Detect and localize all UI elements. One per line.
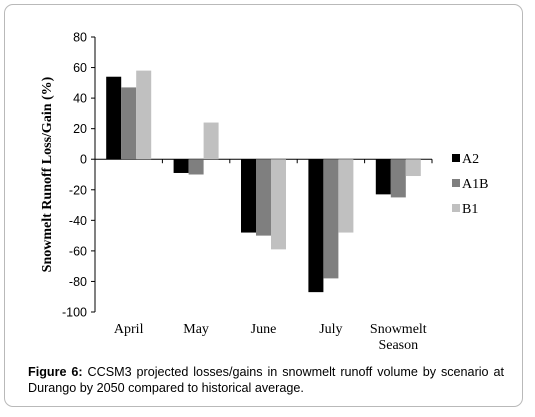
y-tick-label: 40 xyxy=(73,92,87,106)
bar-b1-2 xyxy=(271,159,286,250)
bar-b1-3 xyxy=(338,159,354,233)
bar-b1-4 xyxy=(405,159,421,177)
y-tick-label: -40 xyxy=(69,214,87,228)
x-category-label: May xyxy=(183,322,209,337)
bar-b1-1 xyxy=(203,122,219,160)
y-tick-label: -80 xyxy=(69,275,87,289)
x-category-label: June xyxy=(251,322,277,337)
y-tick-label: -100 xyxy=(62,306,87,320)
x-category-label: April xyxy=(114,322,144,337)
y-tick-label: 80 xyxy=(73,31,87,45)
bar-a1b-3 xyxy=(323,159,339,279)
bar-a2-3 xyxy=(308,159,324,293)
chart-legend: A2 A1B B1 xyxy=(452,152,488,217)
chart-labels: 80 60 40 20 0 -20 -40 -60 -80 -100 April May June Jul… xyxy=(40,31,427,354)
legend-swatch-b1 xyxy=(452,204,460,212)
y-tick-label: 20 xyxy=(73,122,87,136)
y-tick-label: -20 xyxy=(69,183,87,197)
y-tick-label: 60 xyxy=(73,61,87,75)
figure-caption: Figure 6: CCSM3 projected losses/gains i… xyxy=(28,364,504,396)
x-category-label: July xyxy=(319,322,342,337)
bar-a1b-1 xyxy=(188,159,204,175)
y-tick-label: 0 xyxy=(80,153,87,167)
bar-chart: 80 60 40 20 0 -20 -40 -60 -80 -100 April May June Jul… xyxy=(40,31,488,354)
bar-b1-0 xyxy=(136,70,152,160)
bar-a2-0 xyxy=(106,76,122,160)
legend-label-b1: B1 xyxy=(462,202,478,217)
bar-a2-2 xyxy=(241,159,256,233)
x-category-label: Snowmelt xyxy=(370,322,427,337)
legend-label-a1b: A1B xyxy=(462,177,488,192)
y-axis-title: Snowmelt Runoff Loss/Gain (%) xyxy=(40,76,55,272)
bar-a2-1 xyxy=(173,159,189,173)
chart-bars xyxy=(106,70,421,293)
bar-a1b-0 xyxy=(121,87,137,160)
y-tick-label: -60 xyxy=(69,244,87,258)
caption-label: Figure 6: xyxy=(28,365,83,379)
legend-swatch-a2 xyxy=(452,154,460,162)
legend-label-a2: A2 xyxy=(462,152,479,167)
bar-a1b-4 xyxy=(390,159,406,198)
x-category-label: Season xyxy=(378,338,418,353)
bar-a2-4 xyxy=(375,159,391,195)
caption-text: CCSM3 projected losses/gains in snowmelt… xyxy=(28,365,504,395)
legend-swatch-a1b xyxy=(452,179,460,187)
bar-a1b-2 xyxy=(256,159,271,236)
